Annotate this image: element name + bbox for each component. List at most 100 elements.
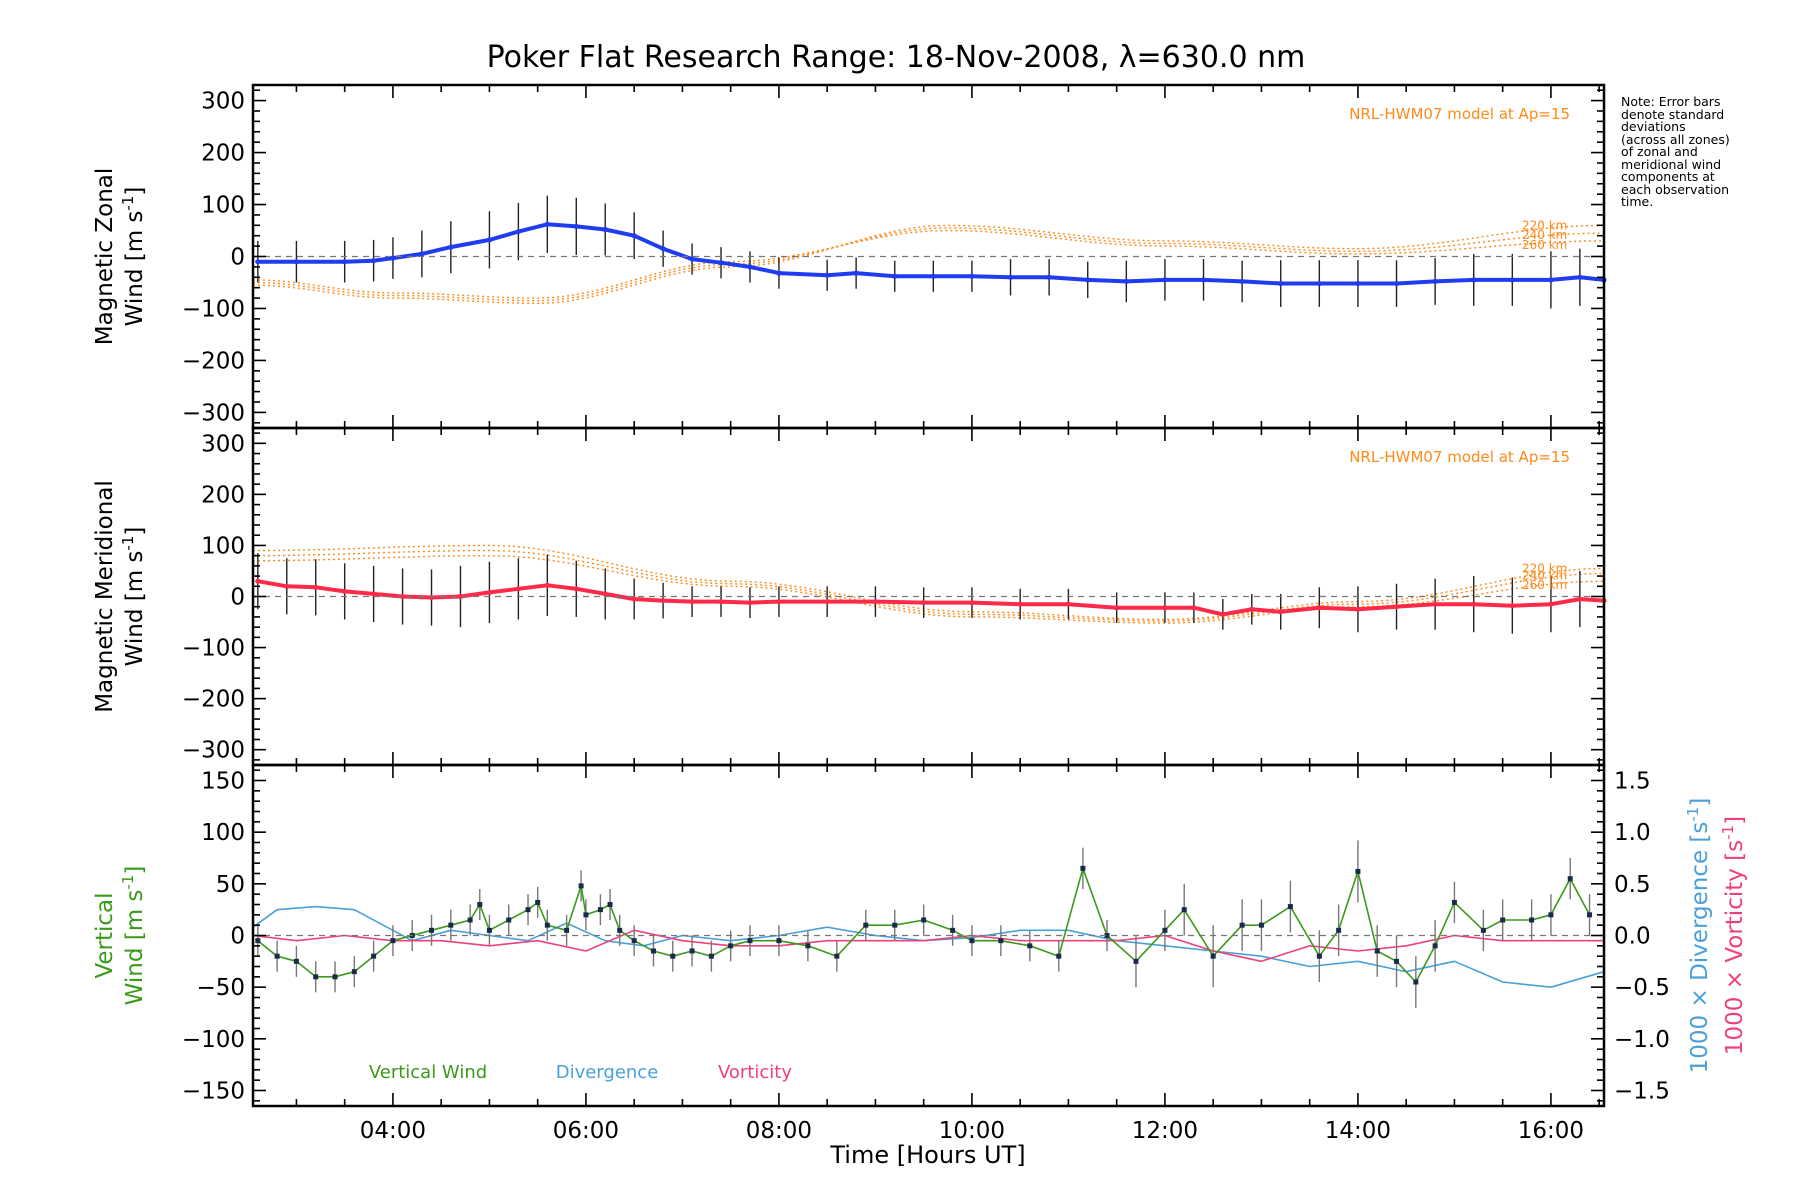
- vertical-wind-point: [834, 953, 840, 959]
- vertical-wind-point: [1104, 933, 1110, 938]
- model-height-label: 260 km: [1522, 238, 1567, 252]
- vertical-wind-point: [313, 974, 319, 980]
- y-tick-label: 100: [201, 533, 245, 559]
- divergence-axis-label-text: 1000 × Divergence [s: [1687, 822, 1713, 1074]
- mean-wind-point: [969, 273, 975, 279]
- vertical-wind-point: [1258, 922, 1264, 928]
- y-axis-label-unit: Wind [m s: [122, 211, 148, 327]
- mean-wind-point: [1046, 274, 1052, 280]
- error-bar-note: Note: Error bars denote standard deviation…: [1621, 95, 1791, 209]
- vertical-wind-point: [670, 953, 676, 959]
- y-axis-label-close: ]: [122, 866, 148, 875]
- note-line: of zonal and: [1621, 144, 1698, 159]
- mean-wind-point: [342, 588, 348, 594]
- vertical-wind-point: [467, 917, 473, 923]
- y-axis-label-line1: Magnetic Meridional: [92, 480, 118, 713]
- mean-wind-point: [689, 256, 695, 262]
- vertical-wind-point: [650, 948, 656, 954]
- mean-wind-point: [1200, 277, 1207, 283]
- divergence-axis-label-sup: -1: [1684, 807, 1702, 822]
- mean-wind-point: [428, 594, 435, 601]
- mean-wind-point: [660, 246, 666, 252]
- mean-wind-point: [1509, 603, 1515, 609]
- mean-wind-point: [255, 578, 261, 584]
- divergence-axis-label: 1000 × Divergence [s-1]: [1684, 798, 1713, 1074]
- y-axis-label-close: ]: [122, 187, 148, 196]
- vertical-wind-point: [805, 943, 811, 949]
- vertical-wind-point: [371, 953, 377, 959]
- vertical-wind-point: [274, 953, 280, 959]
- x-tick-label: 08:00: [746, 1118, 812, 1144]
- mean-wind-point: [1355, 280, 1361, 287]
- legend-item: Vertical Wind: [369, 1062, 487, 1083]
- x-tick-label: 16:00: [1518, 1118, 1584, 1144]
- y-tick-label: −100: [182, 296, 245, 322]
- model-curve-260km: [252, 555, 1605, 624]
- model-height-label: 240 km: [1522, 569, 1567, 583]
- vertical-wind-point: [255, 938, 261, 944]
- mean-wind-point: [1278, 609, 1284, 615]
- mean-wind-point: [824, 599, 830, 605]
- mean-wind-point: [1393, 280, 1400, 287]
- y2-tick-label: 1.0: [1614, 820, 1651, 846]
- mean-wind-point: [390, 255, 396, 261]
- mean-wind-point: [776, 599, 782, 605]
- vertical-wind-point: [1500, 917, 1506, 923]
- mean-wind-point: [573, 223, 579, 229]
- mean-wind-point: [1085, 277, 1091, 283]
- note-line: denote standard: [1621, 106, 1725, 122]
- x-tick-label: 14:00: [1325, 1118, 1391, 1144]
- vertical-wind-point: [351, 969, 357, 975]
- y-axis-label-sup: -1: [119, 196, 137, 211]
- vertical-wind-point: [448, 922, 454, 928]
- mean-wind-point: [921, 600, 927, 606]
- model-label: NRL-HWM07 model at Ap=15: [1349, 448, 1570, 466]
- x-tick-label: 04:00: [360, 1118, 426, 1144]
- mean-wind-point: [1509, 277, 1515, 283]
- vertical-wind-point: [1394, 958, 1400, 964]
- mean-wind-point: [371, 591, 377, 597]
- y-tick-label: 300: [201, 431, 245, 457]
- vertical-wind-point: [1162, 927, 1168, 933]
- mean-wind-point: [853, 270, 859, 276]
- mean-wind-point: [457, 593, 464, 600]
- vorticity-line: [252, 929, 1604, 963]
- vertical-wind-point: [1239, 922, 1245, 928]
- mean-wind-point: [602, 226, 608, 233]
- vertical-wind-point: [332, 974, 338, 980]
- vertical-wind-point: [1181, 907, 1187, 913]
- mean-wind-point: [486, 237, 493, 243]
- mean-wind-line: [257, 222, 1605, 286]
- vertical-wind-point: [1133, 958, 1139, 964]
- vertical-wind-point: [1210, 953, 1216, 959]
- vertical-wind-point: [477, 902, 483, 907]
- vertical-wind-point: [486, 927, 492, 933]
- vertical-wind-point: [1548, 912, 1554, 918]
- mean-wind-point: [573, 586, 579, 592]
- vertical-wind-point: [1027, 943, 1033, 949]
- mean-wind-point: [399, 593, 406, 600]
- vorticity-axis-label: 1000 × Vorticity [s-1]: [1719, 816, 1748, 1055]
- y-tick-label: 0: [230, 585, 245, 611]
- vertical-wind-point: [1316, 953, 1322, 959]
- mean-wind-point: [284, 583, 290, 589]
- y-tick-label: −100: [182, 1027, 245, 1053]
- y-axis-label: Magnetic Meridional Wind [m s-1]: [92, 480, 148, 713]
- y-tick-label: −200: [182, 348, 245, 374]
- y-tick-label: 0: [230, 924, 245, 950]
- mean-wind-point: [1316, 605, 1322, 611]
- vertical-wind-point: [1480, 927, 1486, 933]
- y-axis-label-line2: Wind [m s-1]: [119, 866, 148, 1006]
- model-label: NRL-HWM07 model at Ap=15: [1349, 105, 1570, 123]
- mean-wind-point: [1162, 605, 1168, 611]
- vertical-wind-point: [969, 938, 975, 944]
- mean-wind-point: [1393, 604, 1400, 610]
- vertical-wind-point: [1355, 868, 1361, 874]
- vertical-wind-point: [293, 958, 299, 964]
- mean-wind-point: [1220, 611, 1226, 617]
- vertical-wind-point: [564, 927, 570, 933]
- y-axis-label-close: ]: [122, 527, 148, 536]
- y-tick-label: −200: [182, 687, 245, 713]
- y-axis-label: Vertical Wind [m s-1]: [92, 866, 148, 1006]
- mean-wind-point: [969, 600, 975, 606]
